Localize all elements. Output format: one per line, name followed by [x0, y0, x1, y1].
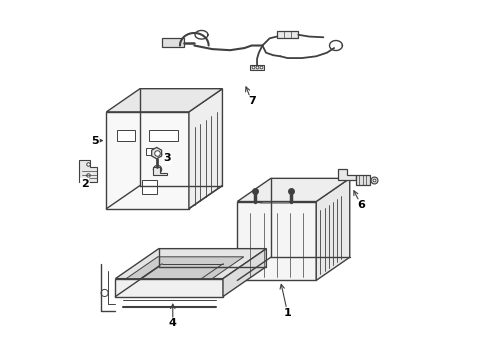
Polygon shape [162, 39, 183, 47]
Polygon shape [106, 89, 222, 112]
Polygon shape [337, 169, 355, 180]
Text: 4: 4 [168, 319, 176, 328]
Polygon shape [276, 31, 298, 38]
Polygon shape [316, 178, 349, 280]
Polygon shape [249, 65, 264, 69]
Polygon shape [260, 202, 290, 203]
Text: 3: 3 [163, 153, 171, 163]
Polygon shape [237, 202, 316, 280]
Polygon shape [115, 279, 223, 297]
Text: 6: 6 [356, 200, 364, 210]
Polygon shape [355, 175, 369, 185]
Polygon shape [237, 178, 349, 202]
Polygon shape [145, 148, 156, 155]
Polygon shape [79, 160, 97, 182]
Polygon shape [117, 130, 135, 140]
Polygon shape [153, 167, 167, 175]
Text: 2: 2 [81, 179, 89, 189]
Polygon shape [188, 89, 222, 209]
Polygon shape [126, 257, 244, 279]
Polygon shape [223, 249, 266, 297]
Polygon shape [151, 147, 161, 159]
Polygon shape [142, 180, 156, 194]
Polygon shape [106, 112, 188, 209]
Text: 1: 1 [283, 308, 291, 318]
Polygon shape [115, 249, 266, 279]
Text: 5: 5 [91, 136, 99, 145]
Polygon shape [149, 130, 178, 140]
Text: 7: 7 [247, 96, 255, 106]
